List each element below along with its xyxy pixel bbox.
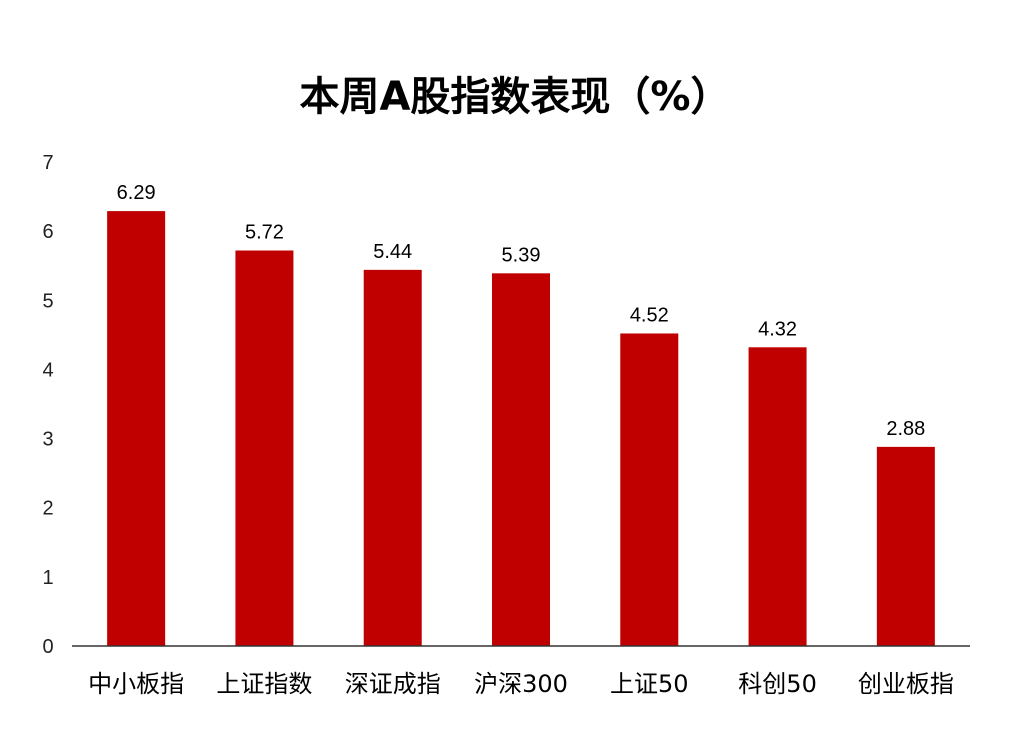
y-tick-label: 7 [42,152,53,174]
y-tick-label: 1 [42,567,53,589]
x-tick-label: 沪深300 [474,670,568,698]
data-labels: 6.29 5.72 5.44 5.39 4.52 4.32 2.88 [117,182,926,440]
y-tick-label: 5 [42,290,53,312]
chart-title: 本周A股指数表现（%） [299,74,730,120]
x-tick-label: 创业板指 [858,670,954,698]
data-label: 4.52 [630,304,669,326]
data-label: 5.72 [245,222,284,244]
y-tick-label: 4 [42,359,53,381]
data-label: 5.39 [502,244,541,266]
y-tick-label: 2 [42,498,53,520]
bars [107,211,935,646]
x-axis: 中小板指 上证指数 深证成指 沪深300 上证50 科创50 创业板指 [88,670,954,698]
bar [748,347,807,646]
bar [235,250,294,646]
x-tick-label: 科创50 [738,670,817,698]
y-tick-label: 6 [42,221,53,243]
x-tick-label: 深证成指 [345,670,441,698]
y-tick-label: 0 [42,636,53,658]
bar [620,333,679,646]
y-tick-label: 3 [42,429,53,451]
x-tick-label: 中小板指 [88,670,184,698]
data-label: 6.29 [117,182,156,204]
bar [492,273,550,646]
bar [876,446,935,646]
x-tick-label: 上证50 [610,670,689,698]
data-label: 5.44 [373,241,412,263]
data-label: 4.32 [758,318,797,340]
y-axis: 0 1 2 3 4 5 6 7 [42,152,53,658]
x-tick-label: 上证指数 [216,670,312,698]
bar [363,269,422,646]
bar [107,211,166,646]
data-label: 2.88 [886,418,925,440]
